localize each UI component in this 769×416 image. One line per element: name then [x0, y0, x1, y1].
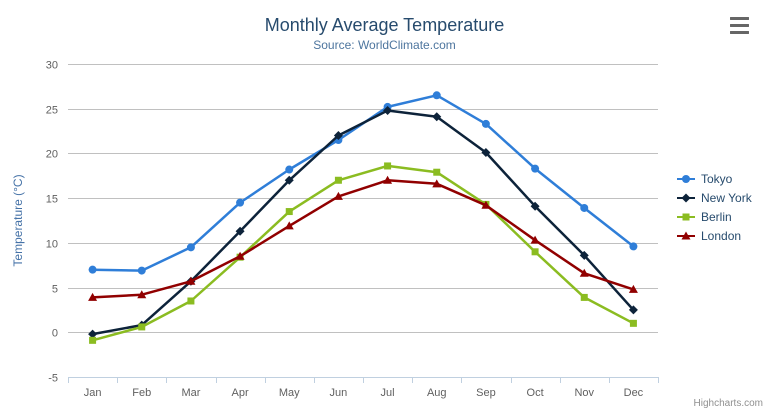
- x-axis-label: Sep: [476, 387, 496, 399]
- chart-subtitle: Source: WorldClimate.com: [313, 38, 456, 52]
- export-menu-button[interactable]: [730, 17, 749, 34]
- svg-text:5: 5: [52, 284, 58, 296]
- x-axis-label: Oct: [527, 387, 544, 399]
- x-axis-label: Jan: [84, 387, 102, 399]
- x-axis-label: Feb: [132, 387, 151, 399]
- x-axis-label: Apr: [232, 387, 249, 399]
- y-axis-title: Temperature (°C): [11, 174, 25, 266]
- svg-text:10: 10: [46, 239, 58, 251]
- svg-text:25: 25: [46, 105, 58, 117]
- svg-text:-5: -5: [48, 373, 58, 385]
- series-new-york: [88, 106, 638, 339]
- x-axis-label: Jun: [330, 387, 348, 399]
- hamburger-menu-icon: [730, 24, 749, 27]
- svg-text:20: 20: [46, 149, 58, 161]
- legend-circle-icon: [677, 175, 695, 183]
- legend-item-london[interactable]: London: [676, 229, 752, 243]
- legend-label: Tokyo: [701, 172, 733, 186]
- legend-label: Berlin: [701, 210, 732, 224]
- legend-diamond-icon: [677, 193, 695, 203]
- hamburger-menu-icon: [730, 17, 749, 20]
- legend-triangle-icon: [677, 231, 695, 240]
- x-axis-label: Jul: [381, 387, 395, 399]
- legend-label: New York: [701, 191, 752, 205]
- legend-item-berlin[interactable]: Berlin: [676, 210, 752, 224]
- x-axis-label: Aug: [427, 387, 447, 399]
- hamburger-menu-icon: [730, 31, 749, 34]
- x-axis-label: Nov: [574, 387, 594, 399]
- svg-text:15: 15: [46, 194, 58, 206]
- svg-text:30: 30: [46, 60, 58, 72]
- x-axis-label: Dec: [624, 387, 644, 399]
- legend-label: London: [701, 229, 742, 243]
- legend-square-icon: [677, 213, 695, 221]
- legend-item-tokyo[interactable]: Tokyo: [676, 172, 752, 186]
- x-axis-label: May: [279, 387, 300, 399]
- x-axis-label: Mar: [181, 387, 200, 399]
- legend-item-new-york[interactable]: New York: [676, 191, 752, 205]
- series-tokyo: [88, 91, 638, 275]
- svg-text:0: 0: [52, 328, 58, 340]
- legend: Tokyo New York Berlin London: [676, 172, 752, 243]
- credits-link[interactable]: Highcharts.com: [693, 398, 763, 409]
- series-london: [88, 175, 638, 301]
- chart-title: Monthly Average Temperature: [264, 15, 505, 35]
